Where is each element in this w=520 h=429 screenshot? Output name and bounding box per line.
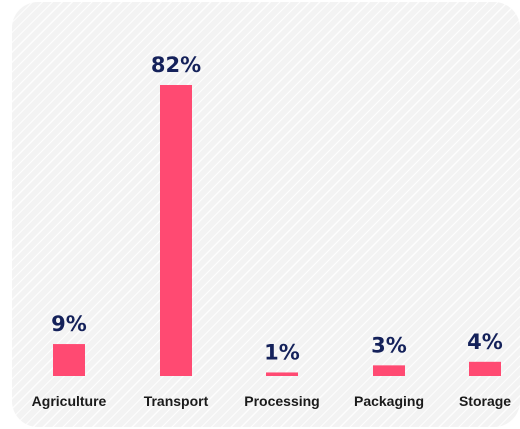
value-label-agriculture: 9% bbox=[51, 312, 87, 336]
bar-packaging bbox=[373, 365, 405, 376]
chart-background bbox=[12, 2, 520, 427]
value-label-processing: 1% bbox=[264, 340, 300, 364]
bar-transport bbox=[160, 85, 192, 376]
bar-agriculture bbox=[53, 344, 85, 376]
value-label-transport: 82% bbox=[151, 53, 201, 77]
value-label-storage: 4% bbox=[467, 330, 503, 354]
category-label-storage: Storage bbox=[459, 393, 511, 409]
category-label-packaging: Packaging bbox=[354, 393, 424, 409]
category-label-transport: Transport bbox=[144, 393, 209, 409]
value-label-packaging: 3% bbox=[371, 333, 407, 357]
category-label-processing: Processing bbox=[244, 393, 319, 409]
bar-processing bbox=[266, 372, 298, 376]
bar-storage bbox=[469, 361, 501, 376]
category-label-agriculture: Agriculture bbox=[32, 393, 107, 409]
